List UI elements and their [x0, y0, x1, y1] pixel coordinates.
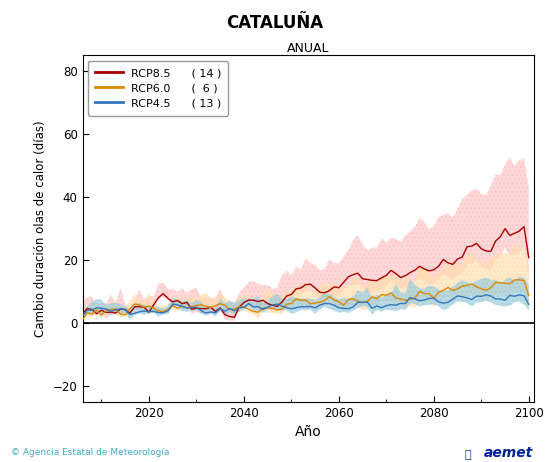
Text: CATALUÑA: CATALUÑA: [227, 14, 323, 32]
Legend: RCP8.5      ( 14 ), RCP6.0      (  6 ), RCP4.5      ( 13 ): RCP8.5 ( 14 ), RCP6.0 ( 6 ), RCP4.5 ( 13…: [88, 61, 228, 116]
Text: aemet: aemet: [484, 446, 534, 460]
Y-axis label: Cambio duración olas de calor (días): Cambio duración olas de calor (días): [34, 121, 47, 337]
Text: © Agencia Estatal de Meteorología: © Agencia Estatal de Meteorología: [11, 449, 169, 457]
Title: ANUAL: ANUAL: [287, 43, 329, 55]
Text: 🐦: 🐦: [465, 450, 471, 460]
X-axis label: Año: Año: [295, 426, 321, 439]
